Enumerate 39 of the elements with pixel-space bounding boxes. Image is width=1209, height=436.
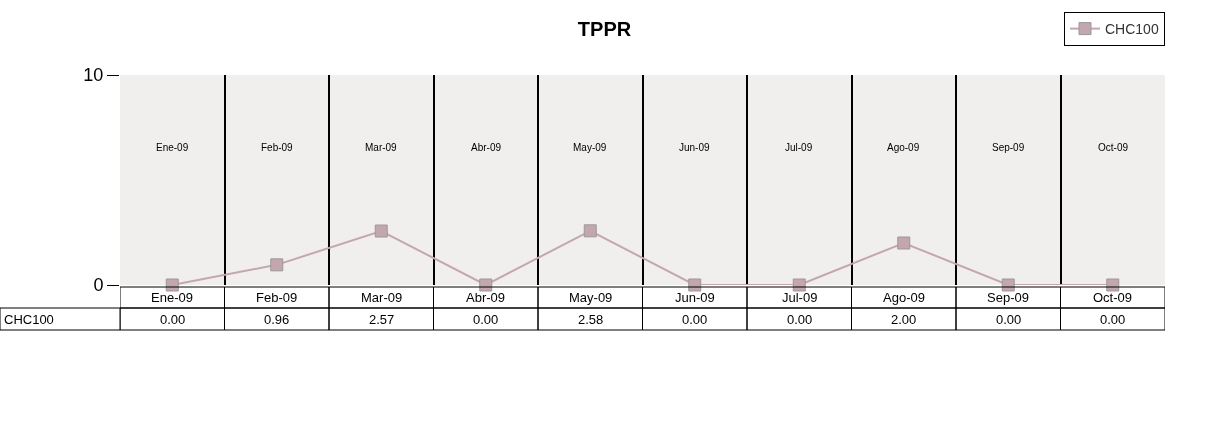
x-tick-label: Ene-09: [151, 290, 193, 305]
data-label: 0.00: [996, 312, 1022, 327]
category-label: May-09: [573, 142, 607, 153]
category-label: Mar-09: [365, 142, 397, 153]
x-tick-label: May-09: [569, 290, 613, 305]
y-tick-label: 10: [83, 65, 104, 86]
data-label: 0.00: [1100, 312, 1126, 327]
chart-title: TPPR: [577, 17, 632, 40]
category-label: Jul-09: [785, 142, 813, 153]
x-tick-label: Ago-09: [883, 290, 925, 305]
x-tick-label: Mar-09: [361, 290, 403, 305]
data-label: 0.96: [264, 312, 290, 327]
category-label: Oct-09: [1098, 142, 1129, 153]
category-label: Abr-09: [471, 142, 502, 153]
data-label: 2.58: [578, 312, 604, 327]
data-label: 0.00: [473, 312, 499, 327]
y-tick-label: 0: [93, 275, 104, 296]
data-label: 0.00: [160, 312, 186, 327]
category-label: Jun-09: [679, 142, 710, 153]
text: CHC100: [4, 312, 54, 327]
x-tick-label: Sep-09: [987, 290, 1029, 305]
data-label: 0.00: [787, 312, 813, 327]
x-tick-label: Abr-09: [466, 290, 506, 305]
x-tick-label: Jun-09: [675, 290, 715, 305]
category-label: Sep-09: [992, 142, 1025, 153]
point: [897, 236, 911, 250]
category-label: Ene-09: [156, 142, 189, 153]
x-tick-label: Jul-09: [782, 290, 818, 305]
data-label: 2.57: [369, 312, 395, 327]
legend-label: CHC100: [1105, 21, 1159, 38]
point: [374, 224, 388, 238]
point: [583, 224, 597, 238]
x-tick-label: Feb-09: [256, 290, 298, 305]
category-label: Ago-09: [887, 142, 920, 153]
data-label: 0.00: [682, 312, 708, 327]
x-tick-label: Oct-09: [1093, 290, 1133, 305]
category-label: Feb-09: [261, 142, 293, 153]
data-label: 2.00: [891, 312, 917, 327]
point: [270, 258, 284, 272]
